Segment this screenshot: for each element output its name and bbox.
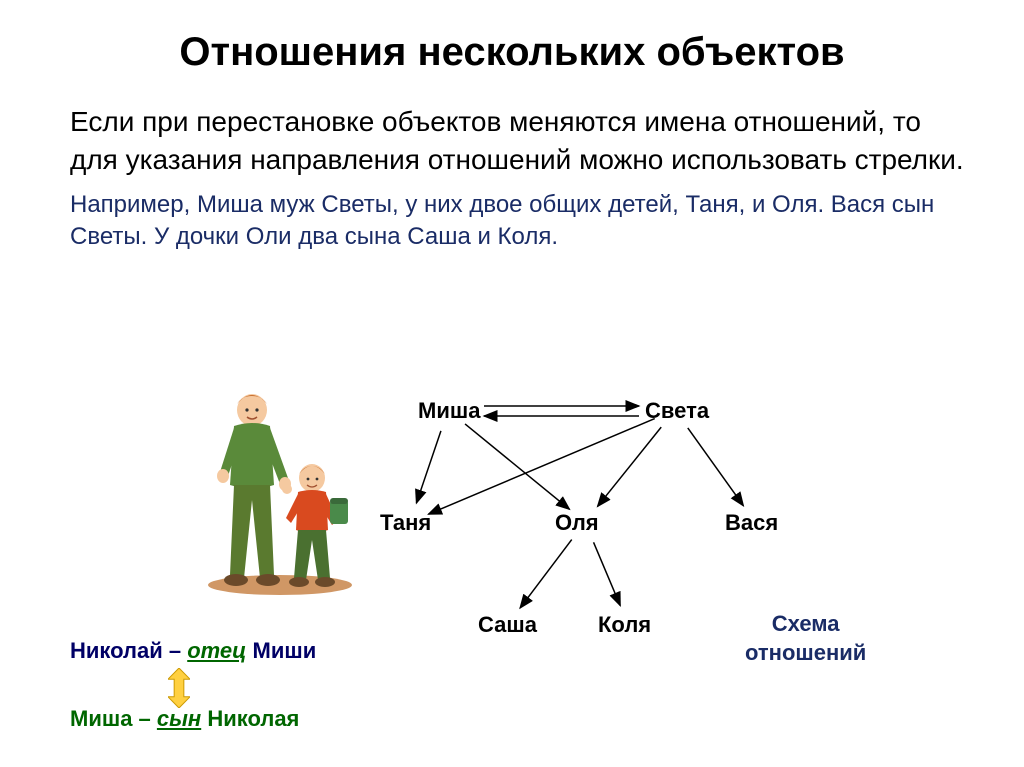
caption-post1: Миши <box>246 638 316 663</box>
page-title: Отношения нескольких объектов <box>0 0 1024 75</box>
schema-caption: Схема отношений <box>745 610 866 667</box>
schema-caption-line1: Схема <box>772 611 840 636</box>
caption-pre1: Николай – <box>70 638 187 663</box>
caption-post2: Николая <box>201 706 299 731</box>
node-misha: Миша <box>418 398 480 424</box>
schema-caption-line2: отношений <box>745 640 866 665</box>
node-sveta: Света <box>645 398 709 424</box>
paragraph-example: Например, Миша муж Светы, у них двое общ… <box>0 179 1024 254</box>
node-olya: Оля <box>555 510 599 536</box>
caption-pre2: Миша – <box>70 706 157 731</box>
node-vasya: Вася <box>725 510 778 536</box>
father-son-illustration <box>190 390 365 600</box>
relation-caption: Николай – отец Миши Миша – сын Николая <box>70 638 316 732</box>
node-tanya: Таня <box>380 510 431 536</box>
node-kolya: Коля <box>598 612 651 638</box>
node-sasha: Саша <box>478 612 537 638</box>
relations-diagram: Миша Света Таня Оля Вася Саша Коля Схема отнош… <box>0 380 1024 730</box>
caption-em1: отец <box>187 638 246 663</box>
paragraph-main: Если при перестановке объектов меняются … <box>0 75 1024 179</box>
caption-line-father: Николай – отец Миши <box>70 638 316 664</box>
yellow-double-arrow-icon <box>168 668 190 713</box>
caption-line-son: Миша – сын Николая <box>70 706 316 732</box>
